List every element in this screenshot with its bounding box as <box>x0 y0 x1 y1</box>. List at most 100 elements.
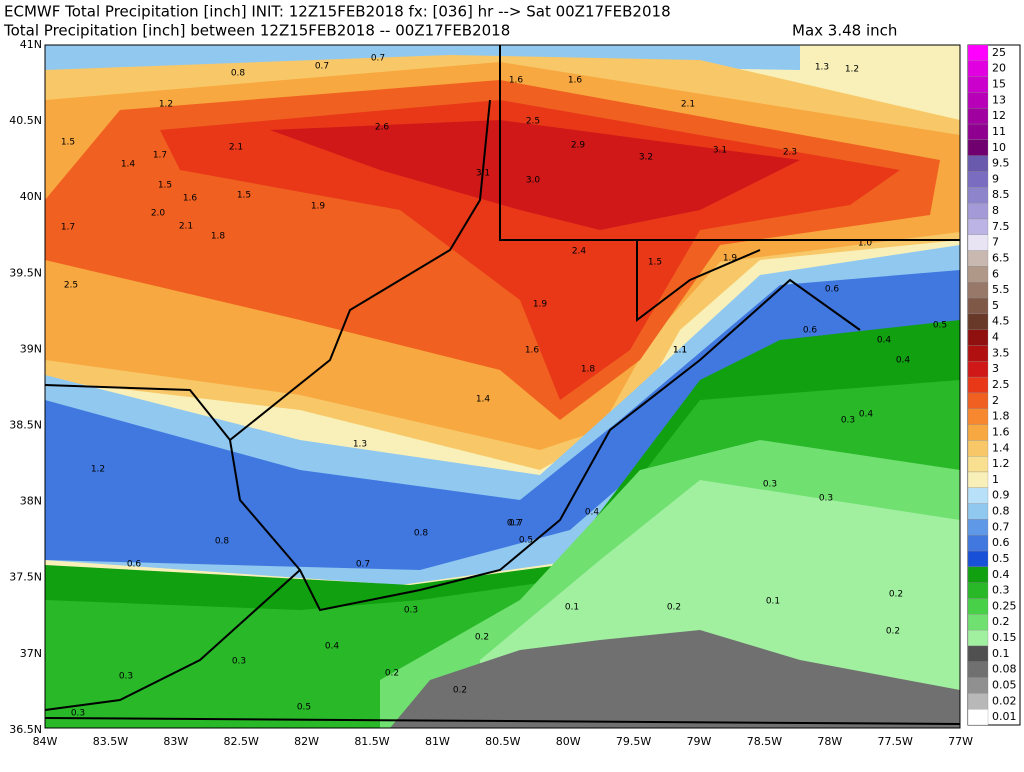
band <box>45 270 960 570</box>
colorbar-label: 0.8 <box>992 505 1010 518</box>
band <box>270 120 800 230</box>
colorbar-cell <box>967 519 989 536</box>
colorbar-cell <box>967 266 989 283</box>
lat-label: 37N <box>20 647 42 660</box>
lat-label: 40.5N <box>9 114 42 127</box>
map-frame <box>44 44 961 729</box>
colorbar-cell <box>967 440 989 457</box>
colorbar-label: 6.5 <box>992 251 1010 264</box>
contour-label: 0.2 <box>889 590 903 600</box>
contour-label: 2.5 <box>526 117 540 127</box>
contour-label: 0.3 <box>841 416 855 426</box>
lon-label: 78.5W <box>747 735 782 748</box>
contour-label: 2.6 <box>375 123 390 133</box>
contour-label: 1.2 <box>845 65 859 75</box>
contour-label: 0.7 <box>315 62 329 72</box>
header-line1: ECMWF Total Precipitation [inch] INIT: 1… <box>4 3 671 21</box>
contour-label: 1.7 <box>153 151 167 161</box>
contour-label: 2.4 <box>572 247 587 257</box>
colorbar-cell <box>967 645 989 662</box>
colorbar-cell <box>967 661 989 678</box>
contour-label: 0.3 <box>232 657 246 667</box>
contour-label: 1.9 <box>533 300 548 310</box>
contour-label: 0.6 <box>825 285 840 295</box>
colorbar-label: 1.2 <box>992 457 1010 470</box>
contour-label: 0.1 <box>766 597 780 607</box>
colorbar-label: 0.15 <box>992 631 1017 644</box>
contour-label: 0.6 <box>803 326 818 336</box>
lon-label: 79.5W <box>616 735 651 748</box>
colorbar-label: 0.5 <box>992 552 1010 565</box>
map-area <box>45 45 960 728</box>
colorbar-label: 3.5 <box>992 346 1010 359</box>
colorbar-label: 0.3 <box>992 584 1010 597</box>
contour-label: 1.6 <box>568 76 583 86</box>
contour-label: 2.5 <box>64 281 78 291</box>
contour-label: 1.9 <box>723 254 738 264</box>
contour-label: 0.4 <box>325 642 340 652</box>
colorbar-cell <box>967 329 989 346</box>
contour-label: 2.1 <box>681 100 695 110</box>
colorbar-label: 8.5 <box>992 188 1010 201</box>
state-border <box>228 99 861 612</box>
contour-label: 0.3 <box>819 494 833 504</box>
contour-label: 0.4 <box>877 336 892 346</box>
colorbar-cell <box>967 345 989 362</box>
colorbar-cell <box>967 471 989 488</box>
contour-label: 1.4 <box>121 160 136 170</box>
colorbar-label: 0.08 <box>992 663 1017 676</box>
contour-label: 1.7 <box>61 223 75 233</box>
colorbar-label: 0.05 <box>992 678 1017 691</box>
colorbar-cell <box>967 155 989 172</box>
contour-label: 3.1 <box>713 146 727 156</box>
colorbar-label: 9.5 <box>992 157 1010 170</box>
colorbar-cell <box>967 139 989 156</box>
colorbar-label: 12 <box>992 109 1006 122</box>
contour-label: 1.4 <box>476 395 491 405</box>
contour-label: 2.1 <box>179 222 193 232</box>
contour-label: 0.3 <box>404 606 418 616</box>
colorbar-label: 1.6 <box>992 425 1010 438</box>
contour-label: 0.2 <box>453 686 467 696</box>
contour-label: 0.1 <box>565 603 579 613</box>
header-max: Max 3.48 inch <box>792 22 897 40</box>
colorbar-cell <box>967 582 989 599</box>
colorbar-cell <box>967 629 989 647</box>
contour-label: 2.1 <box>229 143 243 153</box>
lon-label: 83.5W <box>93 735 128 748</box>
contour-label: 0.5 <box>297 703 311 713</box>
colorbar-label: 4 <box>992 331 999 344</box>
colorbar-cell <box>967 171 989 188</box>
header-line2: Total Precipitation [inch] between 12Z15… <box>3 22 510 40</box>
contour-label: 2.3 <box>783 148 797 158</box>
lon-label: 81.5W <box>354 735 389 748</box>
contour-label: 1.5 <box>61 138 75 148</box>
colorbar-label: 15 <box>992 78 1006 91</box>
contour-label: 0.8 <box>414 529 429 539</box>
contour-label: 1.8 <box>581 365 596 375</box>
colorbar-label: 13 <box>992 93 1006 106</box>
colorbar-cell <box>967 566 989 583</box>
contour-label: 0.4 <box>859 410 874 420</box>
colorbar-cell <box>967 361 989 378</box>
lon-label: 78W <box>817 735 842 748</box>
contour-label: 1.1 <box>673 346 687 356</box>
colorbar-label: 6 <box>992 267 999 280</box>
contour-label: 0.3 <box>71 709 85 719</box>
colorbar-label: 0.9 <box>992 489 1010 502</box>
contour-label: 3.1 <box>476 169 490 179</box>
colorbar-cell <box>967 424 989 441</box>
state-border <box>45 384 231 441</box>
state-border <box>499 45 960 241</box>
lon-label: 82.5W <box>224 735 259 748</box>
contour-label: 3.0 <box>526 176 541 186</box>
colorbar-label: 0.4 <box>992 568 1010 581</box>
state-border <box>45 569 301 711</box>
lat-label: 37.5N <box>9 571 42 584</box>
state-border <box>636 240 761 323</box>
colorbar-cell <box>967 487 989 504</box>
lon-label: 82W <box>294 735 319 748</box>
colorbar-label: 0.7 <box>992 520 1010 533</box>
lat-label: 39N <box>20 342 42 355</box>
